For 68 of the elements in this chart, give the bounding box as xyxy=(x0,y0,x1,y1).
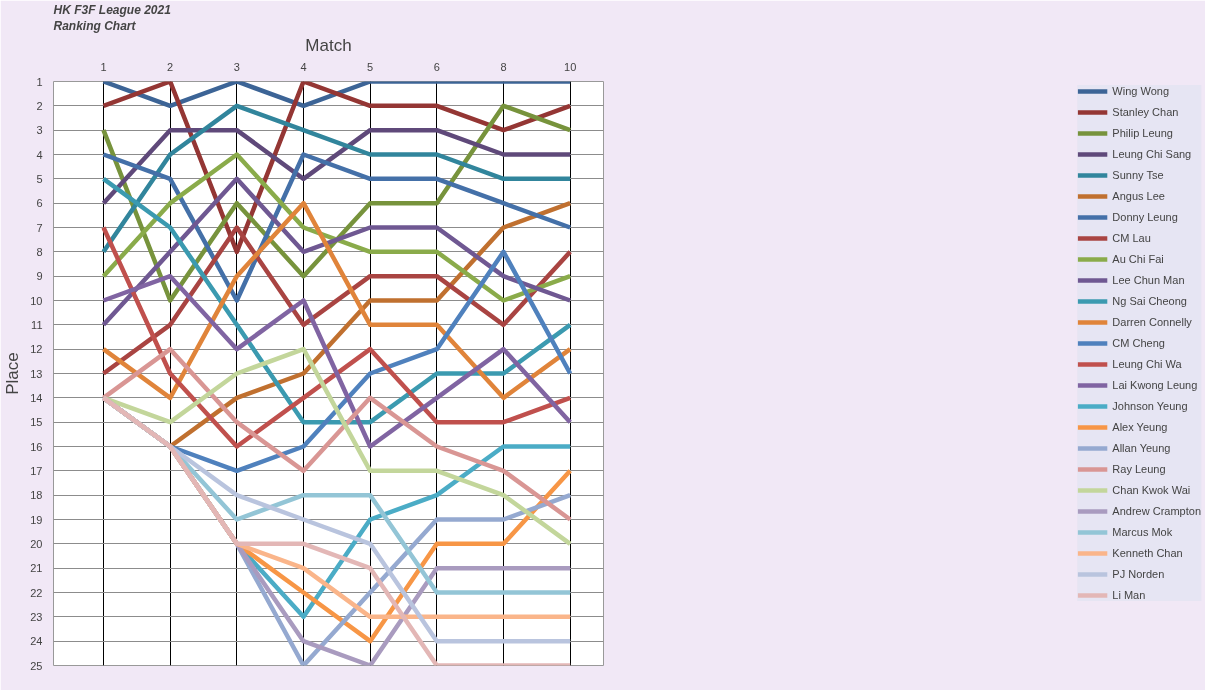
line-series xyxy=(101,273,573,449)
y-axis-title: Place xyxy=(3,352,23,395)
y-tick-label: 20 xyxy=(30,537,43,550)
legend-label: Ray Leung xyxy=(1112,463,1166,475)
x-tick-label: 1 xyxy=(100,60,107,73)
y-tick-label: 6 xyxy=(36,197,43,210)
y-tick-label: 2 xyxy=(36,99,43,112)
legend-label: Stanley Chan xyxy=(1112,106,1179,118)
y-tick-label: 11 xyxy=(31,318,43,331)
x-tick-label: 4 xyxy=(300,60,307,73)
y-tick-label: 17 xyxy=(30,464,43,477)
legend-label: CM Cheng xyxy=(1112,337,1165,349)
y-tick-label: 15 xyxy=(30,416,43,429)
x-tick-label: 8 xyxy=(500,60,507,73)
legend-label: Alex Yeung xyxy=(1112,421,1168,433)
legend-label: Li Man xyxy=(1112,589,1146,601)
line-series xyxy=(101,200,573,401)
y-tick-label: 12 xyxy=(30,343,43,356)
y-tick-label: 19 xyxy=(30,513,43,526)
legend-label: Andrew Crampton xyxy=(1112,505,1201,517)
legend-label: Au Chi Fai xyxy=(1112,253,1164,265)
line-series xyxy=(101,127,573,206)
line-series xyxy=(101,152,573,303)
y-tick-label: 7 xyxy=(36,221,43,234)
legend-label: Marcus Mok xyxy=(1112,526,1173,538)
legend-label: Johnson Yeung xyxy=(1112,400,1188,412)
y-tick-label: 16 xyxy=(30,440,43,453)
y-tick-label: 21 xyxy=(30,562,43,575)
x-tick-label: 5 xyxy=(367,60,374,73)
y-tick-label: 5 xyxy=(36,172,43,185)
y-tick-label: 9 xyxy=(36,270,43,283)
y-tick-label: 23 xyxy=(30,610,43,623)
legend-label: Darren Connelly xyxy=(1112,316,1192,328)
y-tick-label: 24 xyxy=(30,635,43,648)
y-tick-label: 22 xyxy=(30,586,43,599)
y-tick-label: 14 xyxy=(30,391,43,404)
legend-label: Leung Chi Wa xyxy=(1112,358,1182,370)
legend-label: Leung Chi Sang xyxy=(1112,148,1192,160)
x-axis-title: Match xyxy=(305,35,352,55)
legend-label: Wing Wong xyxy=(1112,85,1169,97)
line-series xyxy=(101,225,573,376)
y-tick-label: 1 xyxy=(36,75,43,88)
y-tick-label: 3 xyxy=(36,124,43,137)
legend-label: Kenneth Chan xyxy=(1112,547,1183,559)
x-tick-label: 6 xyxy=(433,60,440,73)
y-tick-label: 4 xyxy=(36,148,43,161)
x-tick-label: 2 xyxy=(167,60,174,73)
legend-label: Lai Kwong Leung xyxy=(1112,379,1198,391)
legend-label: Philip Leung xyxy=(1112,127,1173,139)
x-tick-label: 3 xyxy=(233,60,240,73)
legend-label: Allan Yeung xyxy=(1112,442,1171,454)
line-series xyxy=(101,176,573,328)
x-tick-label: 10 xyxy=(564,60,577,73)
y-tick-label: 13 xyxy=(30,367,43,380)
y-tick-label: 25 xyxy=(30,659,43,672)
chart-title: HK F3F League 2021 xyxy=(53,2,172,17)
legend-label: Lee Chun Man xyxy=(1112,274,1185,286)
y-tick-label: 18 xyxy=(30,489,43,502)
legend-label: PJ Norden xyxy=(1112,568,1165,580)
legend-label: Ng Sai Cheong xyxy=(1112,295,1187,307)
legend-label: Donny Leung xyxy=(1112,211,1178,223)
legend-label: CM Lau xyxy=(1112,232,1151,244)
y-tick-label: 10 xyxy=(30,294,43,307)
legend-label: Angus Lee xyxy=(1112,190,1165,202)
chart-subtitle: Ranking Chart xyxy=(53,18,137,33)
y-tick-label: 8 xyxy=(36,245,43,258)
legend-label: Chan Kwok Wai xyxy=(1112,484,1191,496)
legend-label: Sunny Tse xyxy=(1112,169,1164,181)
